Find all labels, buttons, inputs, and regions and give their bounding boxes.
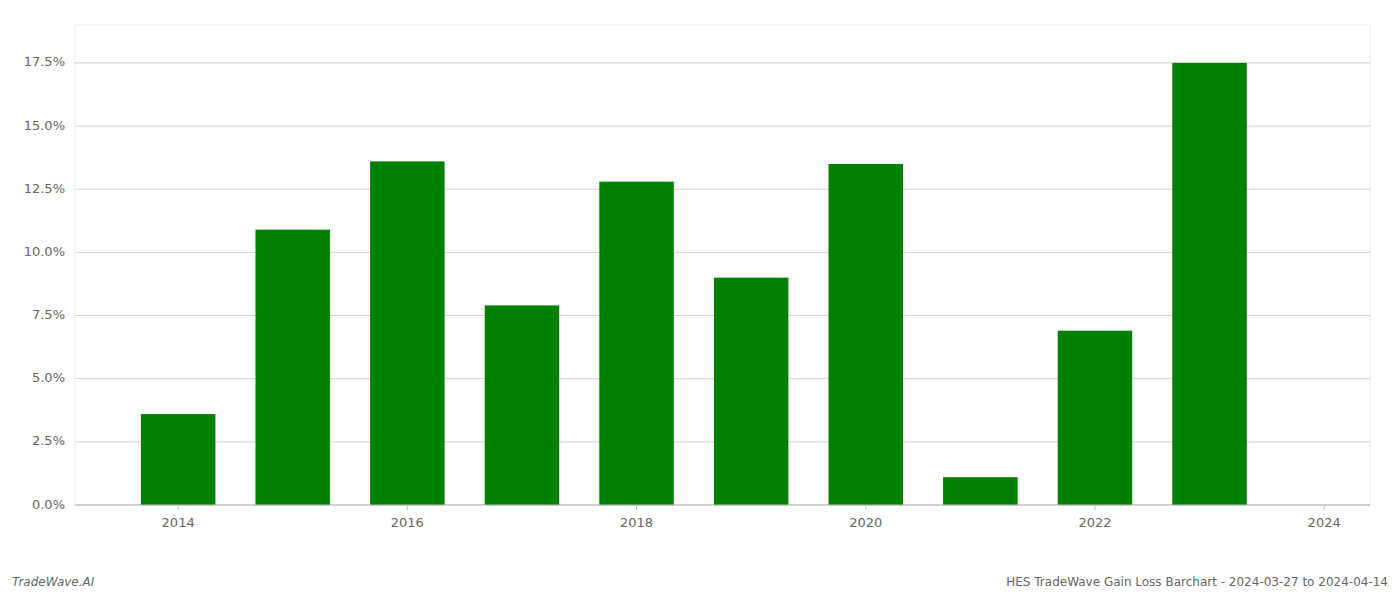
y-tick-label: 12.5% [24,181,65,196]
watermark: TradeWave.AI [12,575,95,589]
bar [141,414,215,505]
x-tick-label: 2024 [1308,515,1341,530]
x-tick-mark [1324,505,1325,510]
bar [255,230,329,505]
grid-line [75,505,1370,506]
bar [714,278,788,505]
y-tick-label: 2.5% [32,433,65,448]
page: {"chart_data": { "type": "bar", "title":… [0,0,1400,600]
bar [599,182,673,505]
x-axis: 2014 2016 2018 2020 2022 2024 [75,505,1370,530]
bar [1058,331,1132,505]
bars [141,63,1247,505]
y-tick-label: 17.5% [24,54,65,69]
x-tick-label: 2014 [162,515,195,530]
grid [75,63,1370,505]
chart-container: 0.0% 2.5% 5.0% 7.5% 10.0% 12.5% 15.0% 17.5% 2014… [0,0,1400,600]
title: HES TradeWave Gain Loss Barchart - 2024-… [1006,575,1388,589]
x-tick-label: 2018 [620,515,653,530]
y-tick-label: 10.0% [24,244,65,259]
bar [485,305,559,505]
x-tick-mark [407,505,408,510]
y-tick-label: 7.5% [32,307,65,322]
x-tick-mark [178,505,179,510]
plot-frame [75,25,1370,505]
chart-svg: 0.0% 2.5% 5.0% 7.5% 10.0% 12.5% 15.0% 17.5% 2014… [0,0,1400,600]
x-axis-line [75,505,1370,506]
x-tick-label: 2020 [849,515,882,530]
y-tick-label: 0.0% [32,497,65,512]
x-tick-mark [636,505,637,510]
bar [1172,63,1246,505]
y-axis: 0.0% 2.5% 5.0% 7.5% 10.0% 12.5% 15.0% 17.5% [24,54,65,511]
bar [829,164,903,505]
y-tick-label: 15.0% [24,118,65,133]
x-tick-mark [1094,505,1095,510]
x-tick-label: 2016 [391,515,424,530]
bar [370,161,444,505]
x-tick-label: 2022 [1078,515,1111,530]
bar [943,477,1017,505]
y-tick-label: 5.0% [32,370,65,385]
x-tick-mark [865,505,866,510]
